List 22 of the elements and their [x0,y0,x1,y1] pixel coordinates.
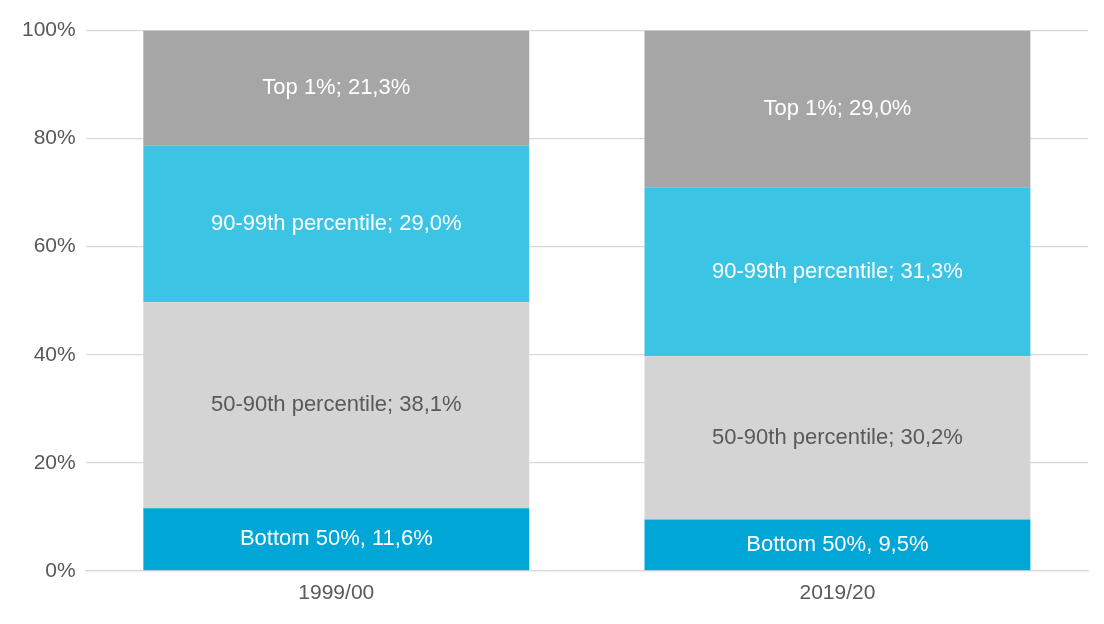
data-label: 50-90th percentile; 38,1% [210,391,462,417]
x-tick-label: 2019/20 [799,580,876,604]
bar [143,30,530,146]
y-tick-label: 40% [33,341,76,365]
data-label: 90-99th percentile; 31,3% [712,257,963,283]
y-tick-label: 80% [33,125,76,149]
bar [143,508,530,571]
y-tick-label: 20% [33,449,76,473]
data-label: Top 1%; 21,3% [262,74,411,100]
x-tick-label: 1999/00 [298,580,375,604]
bar [644,519,1031,571]
y-tick-label: 0% [45,557,76,581]
data-label: Top 1%; 29,0% [763,94,912,120]
data-label: 90-99th percentile; 29,0% [210,210,462,236]
bar [143,145,530,303]
data-label: 50-90th percentile; 30,2% [712,423,963,449]
y-tick-label: 60% [33,233,76,257]
data-label: Bottom 50%, 9,5% [746,530,929,556]
data-label: Bottom 50%, 11,6% [239,525,433,551]
bar [644,187,1031,357]
y-tick-label: 100% [21,17,76,41]
bar [644,30,1031,188]
